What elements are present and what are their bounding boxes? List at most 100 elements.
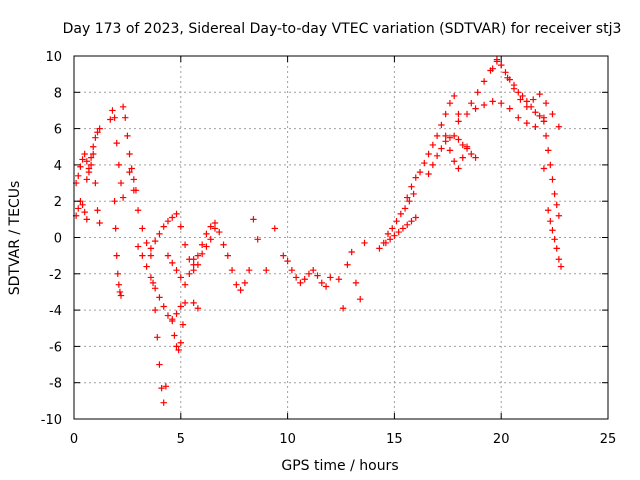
- data-point: [241, 279, 249, 287]
- data-point: [85, 168, 93, 176]
- chart-title: Day 173 of 2023, Sidereal Day-to-day VTE…: [63, 21, 622, 37]
- data-point: [194, 305, 202, 312]
- data-point: [555, 212, 563, 219]
- data-point: [139, 225, 146, 232]
- data-point: [245, 266, 253, 274]
- data-point: [510, 81, 518, 89]
- data-point: [297, 279, 304, 287]
- data-point: [156, 294, 163, 301]
- x-axis-ticks: 0 5 10 15 20 25: [70, 56, 616, 447]
- data-point: [177, 274, 184, 281]
- data-point: [254, 236, 261, 243]
- data-point: [173, 266, 180, 274]
- data-point: [314, 272, 321, 279]
- data-point: [506, 76, 513, 83]
- data-point: [404, 221, 411, 228]
- data-point: [493, 56, 501, 63]
- data-point: [220, 241, 227, 248]
- data-point: [164, 252, 172, 259]
- data-point: [429, 161, 437, 169]
- data-point: [116, 288, 124, 296]
- data-point: [455, 165, 462, 172]
- data-point: [472, 154, 479, 161]
- series-arc-V: [442, 132, 471, 172]
- data-point: [555, 123, 563, 130]
- data-point: [425, 170, 432, 178]
- data-point: [335, 276, 343, 283]
- data-point: [519, 92, 526, 100]
- data-point: [553, 201, 560, 209]
- data-point: [177, 303, 184, 310]
- data-point: [395, 228, 402, 236]
- data-point: [237, 286, 244, 294]
- data-point: [211, 219, 219, 227]
- y-tick-label: 0: [54, 232, 62, 247]
- data-point: [530, 96, 537, 103]
- data-point: [451, 92, 458, 100]
- data-point: [179, 321, 187, 328]
- data-point: [542, 132, 550, 140]
- y-tick-label: -2: [49, 268, 62, 283]
- x-tick-label: 0: [70, 432, 78, 447]
- data-point: [75, 205, 82, 212]
- data-point: [352, 279, 360, 287]
- series-arc-S: [382, 214, 419, 247]
- data-point: [455, 118, 462, 125]
- series-arc-N: [190, 299, 202, 312]
- series-arc-P: [280, 252, 334, 290]
- data-points: [72, 56, 565, 406]
- series-arc-Q: [335, 239, 368, 312]
- data-point: [540, 165, 548, 172]
- series-arc-E: [111, 198, 125, 299]
- data-point: [401, 205, 409, 212]
- data-point: [544, 147, 552, 154]
- series-arc-O: [250, 216, 278, 274]
- y-tick-label: 4: [54, 159, 62, 174]
- data-point: [156, 361, 163, 368]
- data-point: [433, 132, 441, 140]
- data-point: [446, 147, 454, 154]
- data-point: [158, 384, 165, 392]
- y-tick-label: 8: [54, 86, 62, 101]
- data-point: [442, 132, 449, 140]
- data-point: [194, 252, 202, 259]
- series-arc-F: [119, 103, 140, 194]
- data-point: [446, 99, 454, 107]
- series-arc-G: [126, 168, 155, 252]
- data-point: [393, 217, 400, 225]
- data-point: [463, 110, 471, 118]
- data-point: [412, 174, 419, 181]
- data-point: [173, 343, 180, 350]
- y-tick-label: -10: [41, 413, 62, 428]
- data-point: [386, 236, 394, 243]
- data-point: [143, 239, 150, 247]
- data-point: [81, 208, 88, 216]
- data-point: [498, 61, 505, 69]
- data-point: [75, 172, 82, 179]
- data-point: [114, 270, 121, 277]
- data-point: [412, 214, 419, 221]
- data-point: [94, 207, 101, 214]
- data-point: [438, 121, 445, 129]
- data-point: [397, 210, 405, 218]
- data-point: [536, 90, 543, 98]
- data-point: [408, 183, 415, 190]
- data-point: [87, 161, 95, 169]
- data-point: [549, 176, 556, 183]
- data-point: [94, 129, 101, 136]
- data-point: [147, 252, 155, 259]
- x-tick-label: 5: [177, 432, 185, 447]
- data-point: [271, 225, 278, 232]
- data-point: [284, 257, 291, 265]
- data-point: [181, 281, 189, 288]
- x-tick-label: 15: [386, 432, 403, 447]
- data-point: [139, 252, 146, 259]
- series-arc-AA: [540, 165, 565, 270]
- series-arc-L: [164, 252, 197, 288]
- data-point: [186, 270, 193, 277]
- data-point: [446, 134, 454, 141]
- data-point: [171, 332, 178, 339]
- y-tick-label: 10: [45, 50, 62, 65]
- data-point: [382, 239, 390, 247]
